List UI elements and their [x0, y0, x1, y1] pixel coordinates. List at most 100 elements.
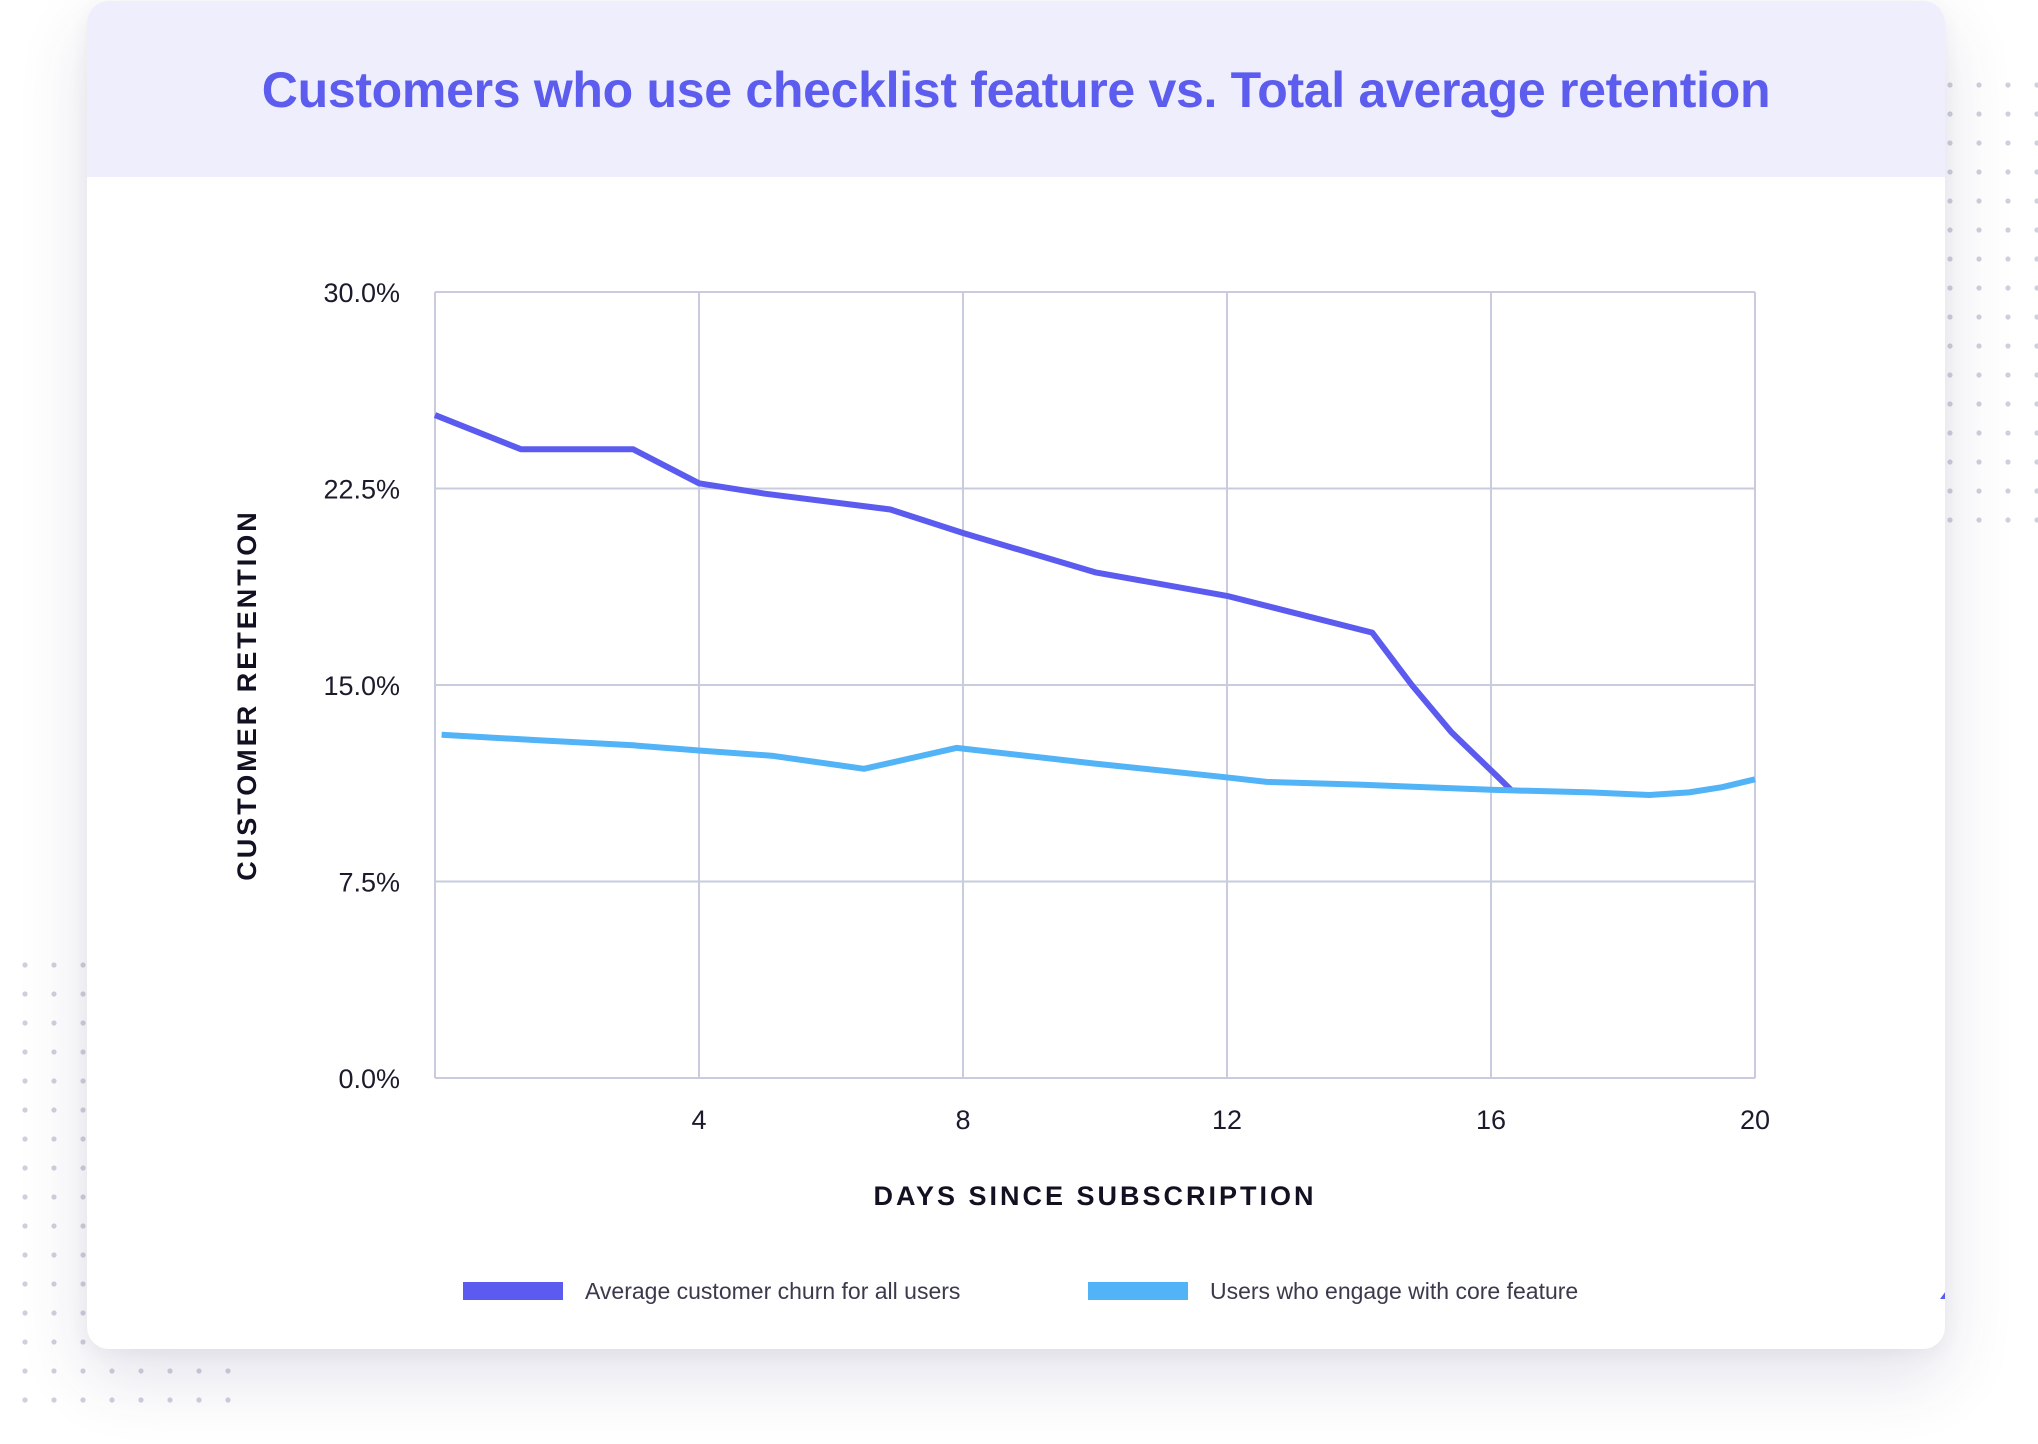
decorative-dot: [1947, 314, 1953, 320]
decorative-dot: [138, 1397, 144, 1403]
decorative-dot: [1947, 285, 1953, 291]
x-tick-label: 16: [1476, 1105, 1506, 1135]
decorative-dot: [2034, 198, 2038, 204]
decorative-dot: [2005, 488, 2011, 494]
series-line-churn: [433, 412, 1513, 792]
decorative-dot: [51, 1049, 57, 1055]
y-tick-label: 7.5%: [338, 868, 400, 898]
chart-header: Customers who use checklist feature vs. …: [87, 1, 1945, 177]
decorative-dot: [2005, 343, 2011, 349]
decorative-dot: [80, 1397, 86, 1403]
decorative-dot: [2034, 314, 2038, 320]
decorative-dot: [2005, 227, 2011, 233]
x-tick-label: 12: [1212, 1105, 1242, 1135]
decorative-dot: [22, 1165, 28, 1171]
decorative-dot: [1976, 517, 1982, 523]
decorative-dot: [109, 1368, 115, 1374]
decorative-dot: [225, 1368, 231, 1374]
y-tick-label: 22.5%: [323, 475, 400, 505]
decorative-dot: [1947, 517, 1953, 523]
decorative-dot: [51, 962, 57, 968]
decorative-dot: [80, 1223, 86, 1229]
decorative-dot: [1976, 459, 1982, 465]
y-tick-label: 0.0%: [338, 1064, 400, 1094]
decorative-dot: [51, 1165, 57, 1171]
decorative-dot: [22, 1107, 28, 1113]
decorative-dot: [80, 1281, 86, 1287]
decorative-dot: [138, 1368, 144, 1374]
decorative-dot: [2034, 343, 2038, 349]
decorative-dot: [1976, 198, 1982, 204]
decorative-dot: [51, 1397, 57, 1403]
decorative-dot: [22, 1136, 28, 1142]
decorative-dot: [1947, 227, 1953, 233]
decorative-dot: [80, 1165, 86, 1171]
decorative-dot: [51, 1252, 57, 1258]
y-tick-label: 30.0%: [323, 278, 400, 308]
decorative-dot: [196, 1368, 202, 1374]
decorative-dot: [2005, 256, 2011, 262]
decorative-dot: [2005, 517, 2011, 523]
decorative-dot: [22, 1310, 28, 1316]
decorative-dot: [2034, 459, 2038, 465]
decorative-dot: [51, 1078, 57, 1084]
decorative-dot: [22, 1049, 28, 1055]
decorative-dot: [80, 962, 86, 968]
legend-swatch-engage: [1088, 1282, 1188, 1300]
decorative-dot: [167, 1368, 173, 1374]
decorative-dot: [80, 1020, 86, 1026]
decorative-dot: [2034, 169, 2038, 175]
decorative-dot: [1976, 430, 1982, 436]
y-tick-label: 15.0%: [323, 671, 400, 701]
decorative-dot: [22, 1020, 28, 1026]
decorative-dot: [2034, 488, 2038, 494]
decorative-dot: [22, 1281, 28, 1287]
chart-title: Customers who use checklist feature vs. …: [261, 62, 1771, 118]
decorative-dot: [22, 962, 28, 968]
decorative-dot: [2034, 82, 2038, 88]
decorative-dot: [2005, 430, 2011, 436]
decorative-dot: [51, 991, 57, 997]
decorative-dot: [2005, 314, 2011, 320]
decorative-dot: [2034, 285, 2038, 291]
decorative-dot: [51, 1339, 57, 1345]
y-axis-title: CUSTOMER RETENTION: [232, 509, 262, 881]
decorative-dot: [2005, 459, 2011, 465]
decorative-dot: [1947, 401, 1953, 407]
decorative-dot: [22, 1368, 28, 1374]
decorative-dot: [2034, 140, 2038, 146]
decorative-dot: [1947, 82, 1953, 88]
decorative-dot: [2005, 372, 2011, 378]
brand-mark-icon: [1940, 1292, 1945, 1299]
decorative-dot: [22, 1339, 28, 1345]
decorative-dot: [22, 991, 28, 997]
decorative-dot: [51, 1136, 57, 1142]
decorative-dots-top-right: [1947, 82, 2038, 523]
decorative-dot: [2005, 169, 2011, 175]
decorative-dot: [1947, 111, 1953, 117]
decorative-dot: [1976, 343, 1982, 349]
x-tick-label: 20: [1740, 1105, 1770, 1135]
decorative-dot: [2005, 401, 2011, 407]
decorative-dot: [1947, 140, 1953, 146]
decorative-dot: [80, 1339, 86, 1345]
decorative-dot: [196, 1397, 202, 1403]
decorative-dot: [1976, 169, 1982, 175]
decorative-dot: [51, 1194, 57, 1200]
decorative-dot: [1947, 256, 1953, 262]
chart-card: Customers who use checklist feature vs. …: [87, 1, 1945, 1349]
decorative-dot: [2034, 256, 2038, 262]
x-tick-label: 4: [691, 1105, 706, 1135]
line-chart: 0.0% 7.5% 15.0% 22.5% 30.0% 4 8 12 16 20 DAYS SINC…: [232, 278, 1770, 1211]
decorative-dot: [80, 991, 86, 997]
decorative-dot: [22, 1078, 28, 1084]
decorative-dot: [2034, 430, 2038, 436]
decorative-dot: [80, 1368, 86, 1374]
series-line-engage: [441, 731, 1756, 798]
decorative-dot: [2034, 111, 2038, 117]
decorative-dot: [109, 1397, 115, 1403]
decorative-dot: [51, 1223, 57, 1229]
decorative-dot: [225, 1397, 231, 1403]
legend-item-churn: Average customer churn for all users: [463, 1271, 960, 1311]
decorative-dot: [22, 1397, 28, 1403]
